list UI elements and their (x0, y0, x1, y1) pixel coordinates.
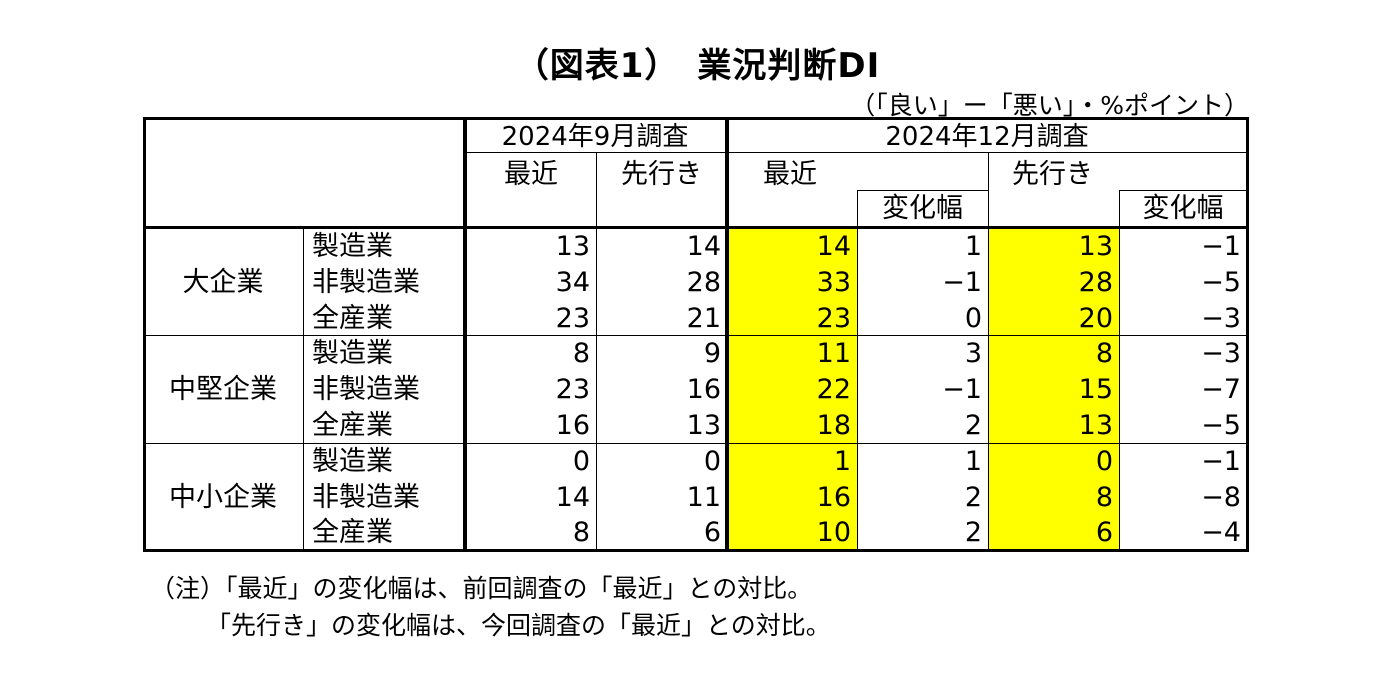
cell-sep-forecast: 6 (703, 517, 721, 549)
header-dec-survey: 2024年12月調査 (885, 122, 1089, 152)
header-dec-recent-change: 変化幅 (882, 193, 963, 224)
header-dec-forecast: 先行き (1012, 159, 1093, 190)
cell-sep-recent: 8 (572, 338, 590, 370)
cell-dec-recent-change: 0 (964, 302, 982, 334)
cell-dec-forecast-change: −3 (1201, 338, 1241, 370)
grid-h-survey (463, 152, 1249, 153)
cell-dec-forecast: 20 (988, 300, 1119, 337)
header-sep-survey: 2024年9月調査 (501, 122, 689, 152)
grid-v-sep (596, 152, 597, 552)
cell-dec-recent: 16 (727, 479, 857, 516)
cell-dec-recent: 11 (727, 336, 857, 373)
cell-dec-forecast-change: −4 (1201, 517, 1241, 549)
table-border-top (143, 117, 1249, 120)
cell-sep-forecast: 0 (703, 445, 721, 477)
cell-sep-recent: 0 (572, 445, 590, 477)
industry-label: 非製造業 (312, 481, 420, 513)
grid-v-dec-recent-change (857, 191, 858, 552)
cell-dec-forecast-change: −7 (1201, 374, 1241, 406)
cell-sep-recent: 8 (572, 517, 590, 549)
cell-sep-forecast: 11 (686, 481, 721, 513)
cell-sep-forecast: 9 (703, 338, 721, 370)
cell-sep-recent: 23 (555, 302, 590, 334)
cell-dec-recent: 1 (727, 443, 857, 481)
cell-dec-recent-change: 3 (964, 338, 982, 370)
separator-label-data (463, 117, 467, 552)
cell-sep-recent: 14 (555, 481, 590, 513)
cell-dec-forecast: 13 (988, 229, 1119, 266)
cell-sep-forecast: 16 (686, 374, 721, 406)
grid-h-dec-forecast-change (1119, 190, 1249, 191)
cell-dec-recent: 10 (727, 515, 857, 552)
cell-dec-forecast: 28 (988, 264, 1119, 302)
page-title: （図表1） 業況判断DI (514, 46, 881, 86)
header-sep-recent: 最近 (504, 159, 558, 190)
cell-sep-forecast: 14 (686, 231, 721, 262)
cell-dec-recent: 14 (727, 229, 857, 266)
cell-sep-recent: 23 (555, 374, 590, 406)
table-border-bottom (143, 549, 1249, 552)
cell-dec-forecast: 8 (988, 479, 1119, 516)
group-label: 中堅企業 (169, 374, 277, 406)
cell-dec-recent-change: 2 (964, 410, 982, 441)
cell-sep-forecast: 13 (686, 410, 721, 441)
grid-v-dec-forecast-change (1119, 191, 1120, 552)
cell-dec-recent-change: 2 (964, 481, 982, 513)
cell-dec-forecast: 13 (988, 408, 1119, 445)
cell-dec-forecast: 8 (988, 336, 1119, 373)
industry-label: 全産業 (312, 302, 393, 334)
cell-dec-recent: 18 (727, 408, 857, 445)
notes: （注）「最近」の変化幅は、前回調査の「最近」との対比。 「先行き」の変化幅は、今… (150, 570, 831, 644)
table-border-right (1246, 117, 1249, 552)
cell-sep-forecast: 28 (686, 266, 721, 298)
group-label: 中小企業 (169, 481, 277, 513)
cell-sep-recent: 13 (555, 231, 590, 262)
cell-dec-forecast-change: −5 (1201, 410, 1241, 441)
header-sep-forecast: 先行き (621, 159, 702, 190)
cell-sep-forecast: 21 (686, 302, 721, 334)
header-dec-recent: 最近 (763, 159, 817, 190)
grid-v-industry (303, 229, 304, 552)
cell-dec-recent: 23 (727, 300, 857, 337)
cell-dec-forecast: 6 (988, 515, 1119, 552)
industry-label: 製造業 (312, 338, 393, 370)
group-label: 大企業 (182, 266, 264, 298)
grid-h-dec-change (857, 190, 988, 191)
industry-label: 非製造業 (312, 266, 420, 298)
cell-dec-forecast: 15 (988, 372, 1119, 409)
industry-label: 全産業 (312, 410, 393, 441)
industry-label: 全産業 (312, 517, 393, 549)
cell-sep-recent: 16 (555, 410, 590, 441)
cell-sep-recent: 34 (555, 266, 590, 298)
cell-dec-recent-change: −1 (942, 266, 982, 298)
grid-v-dec-forecast (988, 152, 989, 552)
note-recent-change: （注）「最近」の変化幅は、前回調査の「最近」との対比。 (150, 574, 813, 603)
grid-h-group-2 (143, 443, 1249, 444)
cell-dec-forecast-change: −3 (1201, 302, 1241, 334)
unit-label: （「良い」ー「悪い」・%ポイント） (850, 91, 1249, 120)
table-border-left (143, 117, 146, 552)
separator-sep-dec (725, 117, 729, 552)
header-dec-forecast-change: 変化幅 (1142, 193, 1224, 224)
cell-dec-recent-change: 1 (964, 445, 982, 477)
cell-dec-forecast-change: −8 (1201, 481, 1241, 513)
cell-dec-forecast-change: −1 (1201, 231, 1241, 262)
cell-dec-recent: 22 (727, 372, 857, 409)
cell-dec-forecast: 0 (988, 443, 1119, 481)
business-conditions-table: 2024年9月調査 2024年12月調査 最近 先行き 最近 先行き 変化幅 変… (143, 117, 1249, 552)
cell-dec-recent-change: 2 (964, 517, 982, 549)
industry-label: 製造業 (312, 445, 393, 477)
grid-h-group-1 (143, 335, 1249, 336)
cell-dec-forecast-change: −1 (1201, 445, 1241, 477)
cell-dec-recent: 33 (727, 264, 857, 302)
industry-label: 非製造業 (312, 374, 420, 406)
grid-h-header-bottom (143, 226, 1249, 229)
cell-dec-recent-change: 1 (964, 231, 982, 262)
cell-dec-forecast-change: −5 (1201, 266, 1241, 298)
note-forecast-change: 「先行き」の変化幅は、今回調査の「最近」との対比。 (206, 611, 831, 640)
industry-label: 製造業 (312, 231, 393, 262)
cell-dec-recent-change: −1 (942, 374, 982, 406)
